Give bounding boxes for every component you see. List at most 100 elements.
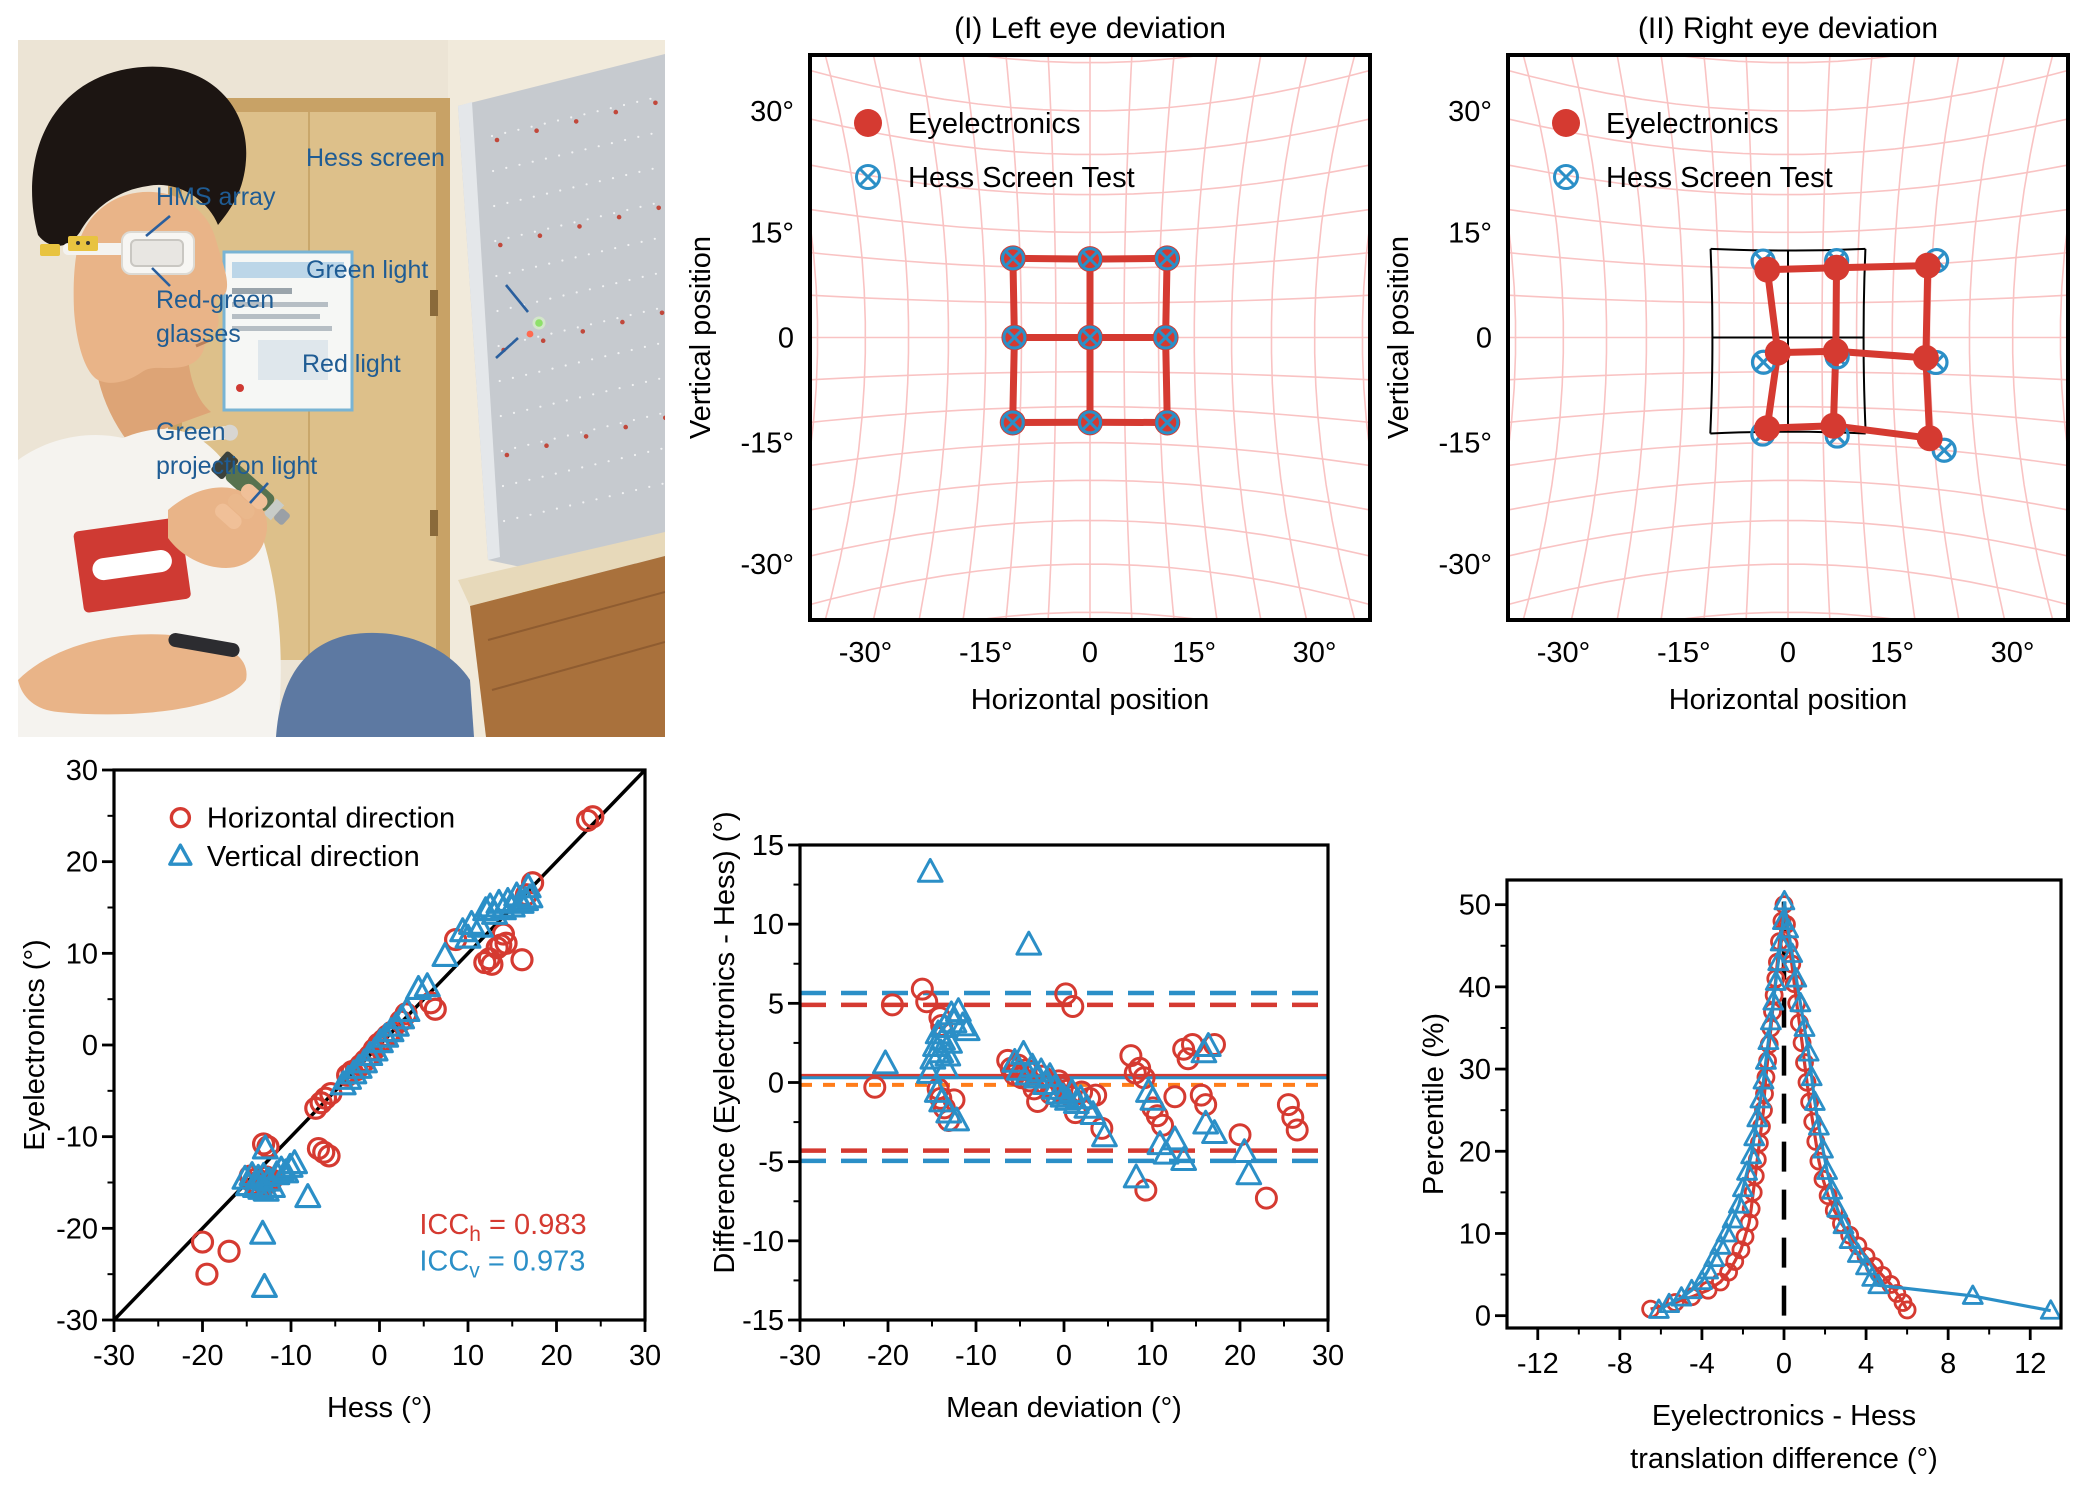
data-point-x — [1004, 413, 1022, 431]
table-plank-line — [487, 591, 665, 641]
screen-white-dot — [543, 122, 546, 125]
hair — [32, 66, 247, 246]
flashlight-head — [211, 451, 239, 480]
hess-grid-line — [1668, 611, 1908, 620]
x-tick-label: -4 — [1689, 1348, 1715, 1380]
y-tick-label: 30° — [1448, 96, 1492, 128]
red-light-dot — [526, 330, 534, 338]
data-point — [276, 1152, 304, 1178]
screen-white-dot — [507, 236, 510, 239]
data-point — [317, 1144, 341, 1168]
screen-red-dot — [573, 119, 579, 124]
hess-grid-line — [1508, 164, 2068, 196]
screen-white-dot — [607, 460, 610, 463]
screen-red-dot — [498, 242, 503, 248]
door-hinge — [430, 290, 438, 316]
screen-white-dot — [646, 415, 649, 418]
y-axis-title: Percentile (%) — [1418, 1013, 1450, 1195]
screen-red-dot — [653, 100, 658, 106]
y-tick-label: 0 — [778, 323, 794, 355]
hess-grid-line — [824, 55, 867, 620]
hess-grid-line — [1508, 405, 2068, 424]
hess-grid-line — [2011, 55, 2054, 620]
screen-red-dot — [620, 319, 625, 325]
data-point — [1161, 1125, 1189, 1151]
data-point — [1254, 1186, 1278, 1210]
x-tick-label: 30° — [1991, 637, 2035, 669]
screen-white-dot — [559, 189, 562, 192]
y-axis-title: Eyelectronics (°) — [19, 939, 51, 1150]
y-tick-label: -30° — [1438, 549, 1492, 581]
screen-white-dot — [637, 135, 640, 138]
y-tick-label: 0 — [1475, 1301, 1491, 1333]
red-green-glasses — [40, 231, 195, 275]
screen-white-dot — [571, 151, 574, 154]
data-point — [249, 1219, 277, 1245]
data-point — [1194, 1093, 1218, 1117]
screen-white-dot — [514, 446, 517, 449]
screen-white-dot — [515, 481, 518, 484]
data-point — [1846, 1242, 1869, 1263]
x-tick-label: -20 — [867, 1340, 909, 1372]
data-point — [1912, 344, 1939, 371]
y-tick-label: 30 — [66, 755, 98, 787]
x-tick-label: -30 — [93, 1340, 135, 1372]
hms-chip-dot — [76, 241, 80, 245]
legend-marker — [168, 843, 193, 866]
door-handle-base — [221, 424, 238, 441]
hess-grid-line — [1361, 216, 1370, 459]
screen-white-dot — [564, 364, 567, 367]
data-point — [1715, 1222, 1738, 1243]
hess-grid-line — [1508, 69, 2068, 112]
screen-white-dot — [523, 338, 527, 341]
screen-white-dot — [608, 495, 611, 498]
hess-grid-line — [810, 208, 1370, 234]
screen-white-dot — [532, 195, 535, 198]
data-point — [1897, 1300, 1917, 1320]
hess-grid-line — [810, 118, 1370, 156]
data-point — [1231, 1138, 1258, 1164]
legend-marker-eyelectronics — [1552, 109, 1580, 137]
door-hinge — [430, 510, 438, 536]
data-point — [1736, 1160, 1758, 1181]
screen-white-dot — [603, 320, 606, 323]
data-point — [1764, 339, 1791, 366]
screen-white-dot — [618, 387, 621, 390]
screen-white-dot — [580, 431, 583, 434]
data-point — [1235, 1160, 1263, 1186]
screen-white-dot — [548, 262, 551, 265]
screen-white-dot — [616, 317, 619, 320]
screen-white-dot — [512, 411, 516, 414]
notice-diagram — [258, 340, 328, 380]
x-tick-label: 12 — [2014, 1348, 2046, 1380]
data-point — [404, 974, 432, 1001]
screen-white-dot — [541, 475, 544, 478]
bland-altman-chart: -30 -20 -10 0 10 20 30 -15 -10 -5 0 5 10 15 Mean devia… — [709, 811, 1344, 1424]
screen-white-dot — [552, 402, 555, 405]
data-point — [1054, 982, 1078, 1006]
screen-white-dot — [593, 428, 596, 431]
data-point — [313, 1086, 338, 1110]
data-point — [250, 1272, 278, 1298]
y-tick-label: 10 — [1459, 1218, 1491, 1250]
data-point — [1697, 1259, 1719, 1280]
hess-grid — [1508, 55, 2068, 620]
plot-area — [1508, 55, 2068, 620]
plot-area — [810, 55, 1370, 620]
x-tick-label: -30 — [779, 1340, 821, 1372]
screen-white-dot — [550, 332, 553, 335]
chart-title: (II) Right eye deviation — [1638, 12, 1938, 45]
screen-white-dot — [660, 447, 663, 450]
hess-grid-line — [1508, 479, 2068, 511]
screen-white-dot — [562, 294, 565, 297]
vertical-series — [871, 857, 1263, 1189]
photo-labels: HMS array Red-green glasses Green projec… — [156, 144, 445, 480]
subject — [18, 66, 474, 737]
hess-series — [1000, 246, 1180, 435]
screen-white-dot — [526, 408, 529, 411]
y-tick-label: 10 — [66, 938, 98, 970]
hess-grid-line — [2059, 216, 2068, 459]
screen-white-dot — [585, 183, 588, 186]
screen-white-dot — [602, 285, 605, 288]
data-point — [494, 931, 518, 955]
